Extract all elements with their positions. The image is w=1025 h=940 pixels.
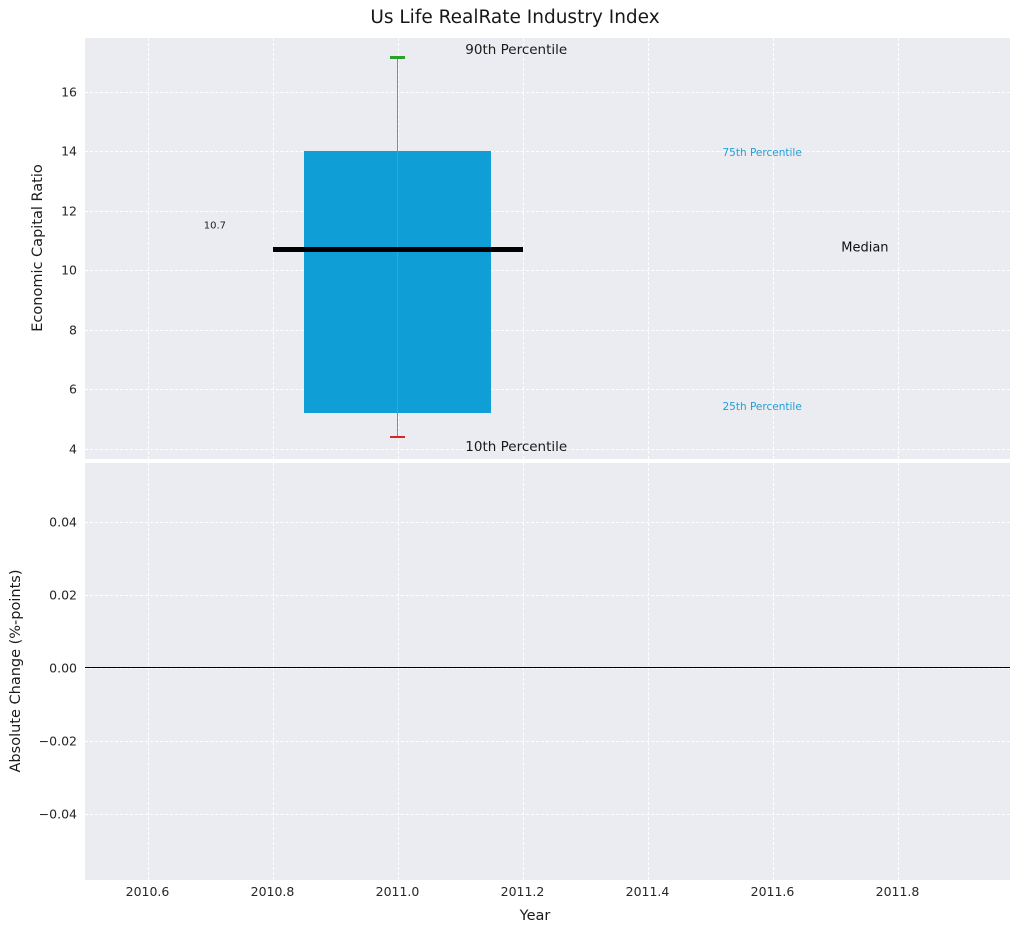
gridline-horizontal <box>85 270 1010 272</box>
whisker-cap-low <box>390 435 405 439</box>
gridline-horizontal <box>85 210 1010 212</box>
y-tick-label: 8 <box>69 322 77 338</box>
gridline-vertical <box>147 463 149 880</box>
gridline-vertical <box>522 463 524 880</box>
gridline-vertical <box>772 463 774 880</box>
gridline-vertical <box>522 38 524 459</box>
x-tick-label: 2010.8 <box>250 884 295 899</box>
panel-absolute-change <box>85 463 1010 880</box>
gridline-horizontal <box>85 521 1010 523</box>
y-tick-label: 6 <box>69 381 77 397</box>
gridline-vertical <box>147 38 149 459</box>
annotation: 25th Percentile <box>722 400 802 413</box>
panel-economic-capital-ratio <box>85 38 1010 459</box>
whisker-cap-high <box>390 56 405 59</box>
gridline-horizontal <box>85 741 1010 742</box>
gridline-vertical <box>897 38 899 459</box>
annotation: Median <box>841 240 889 256</box>
gridline-vertical <box>772 38 774 459</box>
y-tick-label: 14 <box>61 143 77 159</box>
y-tick-label: −0.02 <box>38 733 77 749</box>
y-tick-label: 0.04 <box>49 514 77 530</box>
gridline-vertical <box>272 463 274 880</box>
gridline-horizontal <box>85 448 1010 450</box>
gridline-vertical <box>897 463 899 880</box>
gridline-vertical <box>397 463 399 880</box>
y-tick-label: 16 <box>61 84 77 100</box>
y-axis-label-top: Economic Capital Ratio <box>30 164 46 332</box>
x-tick-label: 2011.0 <box>375 884 420 899</box>
y-tick-label: 4 <box>69 441 77 457</box>
gridline-horizontal <box>85 151 1010 153</box>
gridline-horizontal <box>85 389 1010 391</box>
zero-line <box>85 667 1010 669</box>
gridline-vertical <box>647 38 649 459</box>
x-axis-label: Year <box>519 908 551 924</box>
x-tick-label: 2010.6 <box>125 884 170 899</box>
y-axis-label-bottom: Absolute Change (%-points) <box>8 569 24 773</box>
x-tick-label: 2011.4 <box>625 884 670 899</box>
annotation: 10.7 <box>203 220 227 232</box>
annotation: 10th Percentile <box>465 439 568 456</box>
y-tick-label: 0.00 <box>49 660 77 676</box>
gridline-horizontal <box>85 594 1010 596</box>
gridline-horizontal <box>85 91 1010 93</box>
x-tick-label: 2011.6 <box>750 884 795 899</box>
x-tick-label: 2011.2 <box>500 884 545 899</box>
y-tick-label: −0.04 <box>38 806 77 822</box>
y-tick-label: 0.02 <box>49 587 77 603</box>
chart-title: Us Life RealRate Industry Index <box>370 7 660 28</box>
gridline-horizontal <box>85 814 1010 816</box>
gridline-horizontal <box>85 329 1010 331</box>
annotation: 90th Percentile <box>465 41 568 58</box>
median-line <box>272 246 523 252</box>
annotation: 75th Percentile <box>722 146 802 159</box>
y-tick-label: 12 <box>61 203 77 219</box>
y-tick-label: 10 <box>61 262 77 278</box>
x-tick-label: 2011.8 <box>875 884 920 899</box>
gridline-vertical <box>647 463 649 880</box>
